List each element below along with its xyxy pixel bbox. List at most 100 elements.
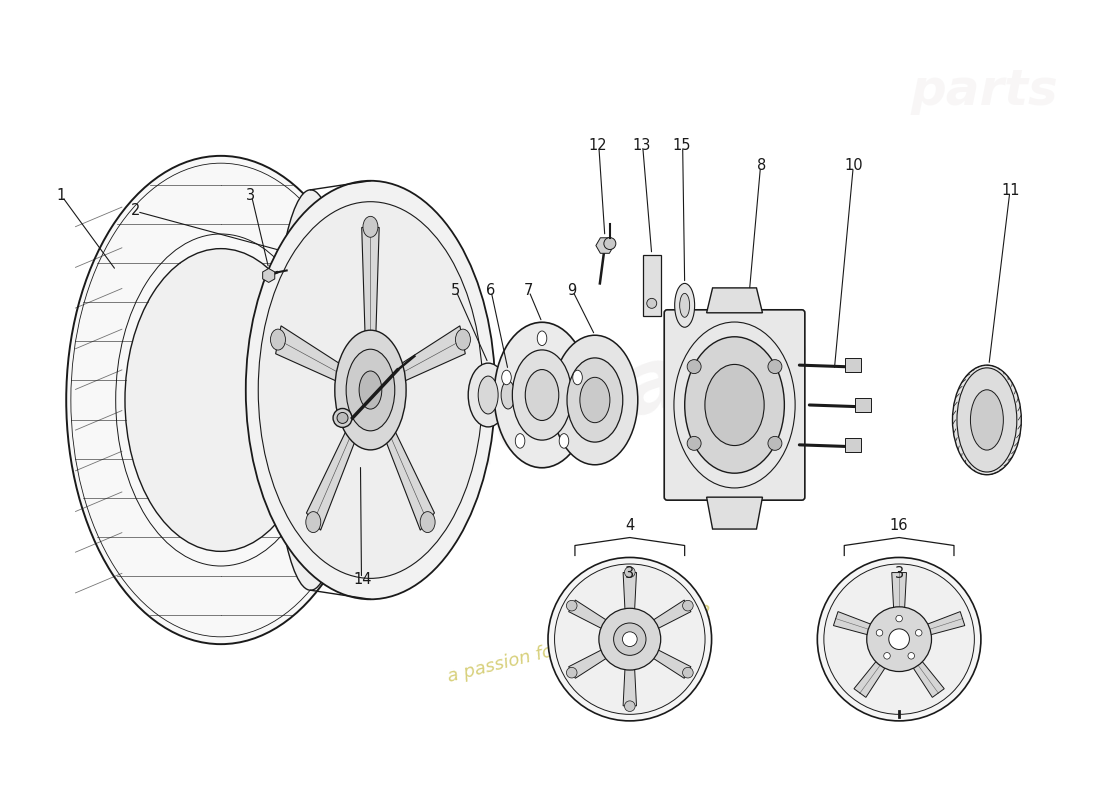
Ellipse shape xyxy=(598,608,661,670)
Ellipse shape xyxy=(478,376,498,414)
Ellipse shape xyxy=(552,335,638,465)
Text: 2: 2 xyxy=(131,203,141,218)
Ellipse shape xyxy=(768,360,782,374)
Polygon shape xyxy=(307,406,365,530)
Ellipse shape xyxy=(684,337,784,473)
Polygon shape xyxy=(640,600,691,636)
Text: 6: 6 xyxy=(485,283,495,298)
Ellipse shape xyxy=(953,365,1021,474)
Polygon shape xyxy=(903,648,944,698)
Ellipse shape xyxy=(420,512,436,533)
Ellipse shape xyxy=(502,370,512,385)
Text: DEMOparts: DEMOparts xyxy=(278,297,822,543)
Ellipse shape xyxy=(258,202,483,578)
Ellipse shape xyxy=(526,370,559,421)
Polygon shape xyxy=(623,654,637,706)
Text: a passion for parts since 1982: a passion for parts since 1982 xyxy=(446,602,714,686)
Ellipse shape xyxy=(359,371,382,409)
Polygon shape xyxy=(276,326,358,389)
Ellipse shape xyxy=(492,370,524,420)
Ellipse shape xyxy=(915,630,922,636)
Polygon shape xyxy=(845,358,861,372)
Text: 16: 16 xyxy=(890,518,909,533)
Ellipse shape xyxy=(623,632,637,646)
Ellipse shape xyxy=(614,623,646,655)
Ellipse shape xyxy=(306,512,321,533)
Ellipse shape xyxy=(580,378,609,422)
Ellipse shape xyxy=(337,413,348,423)
Text: 9: 9 xyxy=(568,283,576,298)
Polygon shape xyxy=(706,497,762,529)
Ellipse shape xyxy=(705,365,764,446)
Text: 15: 15 xyxy=(672,138,691,154)
Ellipse shape xyxy=(566,667,578,678)
Ellipse shape xyxy=(908,653,914,659)
Ellipse shape xyxy=(604,238,616,250)
Polygon shape xyxy=(569,600,619,636)
Text: 3: 3 xyxy=(246,188,255,203)
Polygon shape xyxy=(854,648,894,698)
Text: 1: 1 xyxy=(56,188,66,203)
Polygon shape xyxy=(642,254,661,316)
Ellipse shape xyxy=(515,434,525,448)
Ellipse shape xyxy=(566,358,623,442)
Ellipse shape xyxy=(817,558,981,721)
Ellipse shape xyxy=(333,409,352,427)
Text: 10: 10 xyxy=(845,158,864,174)
Ellipse shape xyxy=(346,350,395,431)
Ellipse shape xyxy=(895,615,902,622)
Polygon shape xyxy=(640,642,691,678)
Text: 5: 5 xyxy=(451,283,460,298)
Ellipse shape xyxy=(889,629,910,650)
Polygon shape xyxy=(263,269,275,282)
Ellipse shape xyxy=(469,363,508,427)
Text: 4: 4 xyxy=(625,518,635,533)
Ellipse shape xyxy=(824,564,975,714)
Text: 12: 12 xyxy=(588,138,607,154)
Polygon shape xyxy=(376,406,435,530)
Polygon shape xyxy=(706,288,762,313)
Polygon shape xyxy=(623,573,637,625)
Ellipse shape xyxy=(548,558,712,721)
Polygon shape xyxy=(855,398,871,412)
Ellipse shape xyxy=(334,330,406,450)
Ellipse shape xyxy=(363,216,378,238)
Ellipse shape xyxy=(573,370,582,385)
Text: 14: 14 xyxy=(353,572,372,587)
Ellipse shape xyxy=(674,283,694,327)
Ellipse shape xyxy=(680,294,690,318)
Ellipse shape xyxy=(625,701,635,711)
Ellipse shape xyxy=(125,249,317,551)
Ellipse shape xyxy=(273,190,349,590)
Ellipse shape xyxy=(502,381,515,409)
Ellipse shape xyxy=(494,322,590,468)
Ellipse shape xyxy=(957,368,1016,472)
Ellipse shape xyxy=(537,331,547,346)
Ellipse shape xyxy=(566,600,578,611)
Text: 8: 8 xyxy=(757,158,766,174)
Text: 3: 3 xyxy=(894,566,904,581)
Text: 13: 13 xyxy=(632,138,651,154)
Polygon shape xyxy=(892,573,906,626)
Ellipse shape xyxy=(683,600,693,611)
Ellipse shape xyxy=(245,181,495,599)
Ellipse shape xyxy=(271,329,285,350)
Ellipse shape xyxy=(877,630,883,636)
Ellipse shape xyxy=(554,564,705,714)
Polygon shape xyxy=(911,611,965,639)
Ellipse shape xyxy=(683,667,693,678)
Ellipse shape xyxy=(970,390,1003,450)
Polygon shape xyxy=(569,642,619,678)
Polygon shape xyxy=(596,238,614,254)
Ellipse shape xyxy=(768,436,782,450)
FancyBboxPatch shape xyxy=(664,310,805,500)
Ellipse shape xyxy=(625,567,635,578)
Text: parts: parts xyxy=(910,67,1058,115)
Polygon shape xyxy=(384,326,465,389)
Ellipse shape xyxy=(688,436,701,450)
Ellipse shape xyxy=(883,653,890,659)
Text: 11: 11 xyxy=(1002,183,1020,198)
Polygon shape xyxy=(845,438,861,452)
Text: 3: 3 xyxy=(625,566,635,581)
Polygon shape xyxy=(834,611,888,639)
